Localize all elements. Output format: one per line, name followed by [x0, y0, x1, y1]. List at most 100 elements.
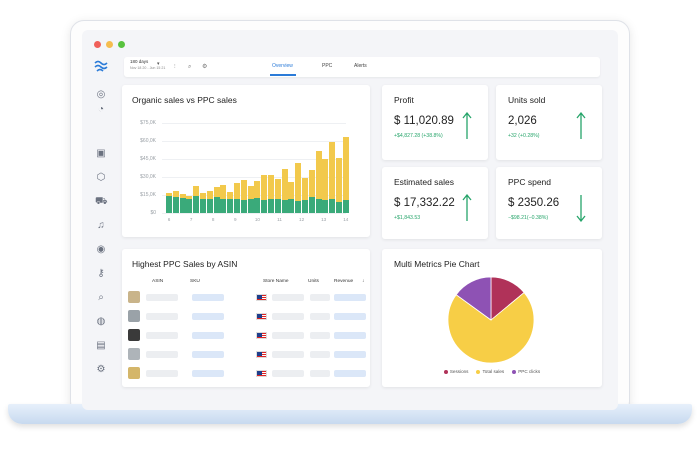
ppc-bar[interactable] — [206, 190, 213, 200]
organic-bar[interactable] — [261, 199, 268, 213]
organic-bar[interactable] — [186, 198, 193, 213]
ppc-bar[interactable] — [166, 193, 172, 197]
table-row[interactable] — [122, 365, 372, 383]
ppc-bar[interactable] — [336, 158, 342, 202]
col-units[interactable]: Units — [308, 279, 319, 284]
tab-overview[interactable]: Overview — [272, 63, 293, 69]
organic-bar[interactable] — [295, 201, 302, 213]
organic-bar[interactable] — [254, 198, 261, 213]
organic-bar[interactable] — [322, 199, 329, 213]
eye-icon[interactable]: ◍ — [96, 316, 106, 327]
ppc-bar[interactable] — [200, 192, 206, 199]
close-dot[interactable] — [94, 41, 101, 48]
organic-bar[interactable] — [274, 199, 281, 213]
table-row[interactable] — [122, 346, 372, 364]
organic-bar[interactable] — [200, 198, 206, 213]
date-range-label: 180 days — [130, 59, 149, 64]
cart-icon[interactable]: ⛟ — [95, 196, 108, 207]
ppc-bar[interactable] — [193, 186, 200, 196]
date-range-picker[interactable]: 180 days Nov 18 20 - Jun 15 21 — [130, 59, 165, 71]
ppc-bar[interactable] — [302, 178, 308, 200]
col-sku[interactable]: SKU — [190, 279, 200, 284]
sort-arrow-icon[interactable]: ↓ — [362, 279, 365, 284]
money-icon[interactable]: ▣ — [96, 148, 106, 159]
organic-bar[interactable] — [166, 196, 172, 213]
organic-bar[interactable] — [220, 198, 227, 213]
ppc-bar[interactable] — [268, 174, 274, 199]
organic-bar[interactable] — [234, 198, 240, 213]
legend-item[interactable]: PPC clicks — [512, 369, 540, 374]
dashboard-gauge-icon[interactable]: ◔ — [97, 104, 105, 115]
organic-bar[interactable] — [288, 199, 295, 213]
organic-bar[interactable] — [179, 198, 186, 213]
table-row[interactable] — [122, 289, 372, 307]
organic-bar[interactable] — [172, 197, 179, 213]
pie-slice-total-sales[interactable] — [447, 292, 535, 364]
ppc-bar[interactable] — [342, 137, 349, 200]
ppc-bar[interactable] — [240, 180, 247, 201]
table-row[interactable] — [122, 327, 372, 345]
organic-bar[interactable] — [315, 199, 322, 213]
settings-icon[interactable]: ⚙ — [96, 364, 106, 375]
ppc-bar[interactable] — [227, 192, 234, 200]
ppc-bar[interactable] — [247, 186, 254, 200]
ppc-bar[interactable] — [213, 186, 220, 198]
ppc-bar[interactable] — [329, 142, 336, 199]
ppc-bar[interactable] — [295, 162, 302, 201]
user-circle-icon[interactable]: ◎ — [96, 89, 106, 100]
legend-item[interactable]: Total sales — [476, 369, 504, 374]
ppc-bar[interactable] — [179, 194, 186, 198]
x-tick-label: 14 — [343, 217, 349, 222]
col-revenue[interactable]: Revenue — [334, 279, 354, 284]
search-icon[interactable]: ⌕ — [188, 64, 192, 70]
profit-card: Profit $ 11,020.89 +$4,827.28 (+38.8%) — [382, 85, 488, 160]
tab-alerts[interactable]: Alerts — [354, 63, 367, 69]
table-row[interactable] — [122, 308, 372, 326]
bell-icon[interactable]: ♫ — [97, 220, 105, 231]
pie-slice-ppc-clicks[interactable] — [455, 276, 492, 321]
ppc-bar[interactable] — [234, 183, 240, 199]
ppc-bar[interactable] — [281, 169, 288, 201]
ppc-bar[interactable] — [172, 191, 179, 198]
minimize-dot[interactable] — [106, 41, 113, 48]
organic-bar[interactable] — [213, 197, 220, 213]
box-icon[interactable]: ⬡ — [96, 172, 106, 183]
settings-icon[interactable]: ⚙ — [202, 64, 208, 70]
profit-delta: +$4,827.28 (+38.8%) — [394, 133, 443, 139]
ppc-bar[interactable] — [254, 181, 261, 198]
ppc-bar[interactable] — [220, 185, 227, 199]
organic-bar[interactable] — [268, 198, 274, 213]
key-icon[interactable]: ⚷ — [97, 268, 105, 279]
chevron-down-icon[interactable]: ▾ — [157, 61, 160, 67]
ppc-bar[interactable] — [274, 178, 281, 200]
ppc-bar[interactable] — [308, 169, 315, 198]
organic-bar[interactable] — [247, 199, 254, 213]
legend-item[interactable]: Sessions — [443, 369, 468, 374]
us-flag-icon — [256, 332, 267, 339]
organic-bar[interactable] — [227, 199, 234, 213]
organic-bar[interactable] — [193, 195, 200, 213]
organic-bar[interactable] — [308, 197, 315, 213]
organic-bar[interactable] — [240, 200, 247, 213]
document-icon[interactable]: ▤ — [96, 340, 106, 351]
ppc-bar[interactable] — [261, 174, 268, 200]
tab-ppc[interactable]: PPC — [322, 63, 333, 69]
organic-bar[interactable] — [342, 199, 349, 213]
organic-bar[interactable] — [281, 200, 288, 213]
pie-title: Multi Metrics Pie Chart — [394, 259, 480, 269]
ppc-bar[interactable] — [288, 182, 295, 200]
organic-bar[interactable] — [336, 201, 342, 213]
maximize-dot[interactable] — [118, 41, 125, 48]
col-store-name[interactable]: Store Name — [263, 279, 289, 284]
ppc-bar[interactable] — [186, 196, 193, 199]
col-asin[interactable]: ASIN — [152, 279, 164, 284]
bar-chart-icon[interactable]: ⫶ — [174, 64, 176, 70]
ppc-bar[interactable] — [322, 159, 329, 200]
logo-icon[interactable] — [94, 60, 108, 72]
organic-bar[interactable] — [302, 199, 308, 213]
organic-bar[interactable] — [329, 198, 336, 213]
search-icon[interactable]: ⌕ — [98, 292, 104, 303]
ppc-bar[interactable] — [315, 151, 322, 200]
organic-bar[interactable] — [206, 199, 213, 213]
target-icon[interactable]: ◉ — [96, 244, 106, 255]
